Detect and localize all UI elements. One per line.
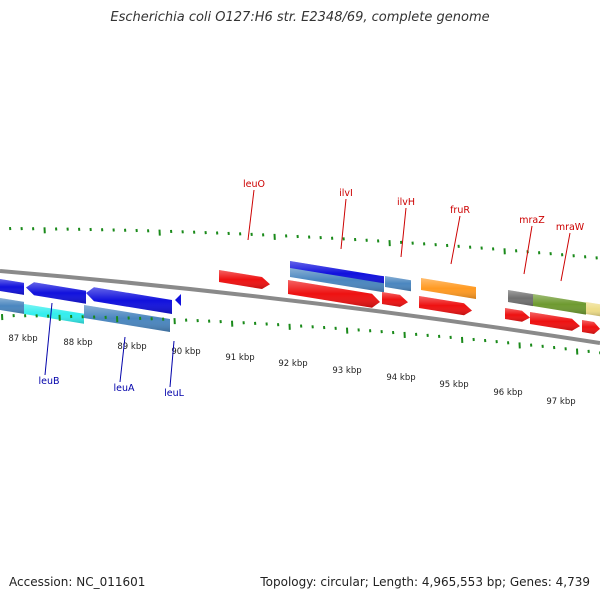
tick-label: 89 kbp	[117, 342, 146, 352]
gene-bar-reverse	[175, 294, 181, 306]
gene-bar-other-shade	[421, 278, 476, 299]
gene-label: mraZ	[519, 215, 545, 226]
tick-label: 88 kbp	[63, 338, 92, 348]
gene-label-line	[450, 215, 461, 265]
tick-label: 97 kbp	[546, 397, 575, 407]
gene-label-line	[560, 232, 571, 282]
genome-summary: Topology: circular; Length: 4,965,553 bp…	[260, 575, 590, 589]
tick-label: 87 kbp	[8, 334, 37, 344]
feature-bar-shade	[290, 268, 384, 293]
tick-label: 92 kbp	[278, 359, 307, 369]
gene-label-line	[247, 189, 255, 241]
gene-label: leuB	[38, 376, 59, 387]
gene-label: leuA	[113, 383, 135, 394]
gene-bar-other-shade	[533, 294, 586, 315]
gene-label: leuL	[164, 388, 185, 399]
tick-label: 94 kbp	[386, 373, 415, 383]
gene-bar-other-shade	[586, 302, 600, 317]
gene-label-line	[169, 340, 175, 388]
genome-title: Escherichia coli O127:H6 str. E2348/69, …	[110, 10, 490, 25]
feature-bar-shade	[0, 298, 24, 314]
feature-bar-shade	[385, 276, 411, 292]
tick-label: 96 kbp	[493, 388, 522, 398]
gene-label: mraW	[556, 222, 585, 233]
gene-bar-reverse-shade	[86, 287, 172, 314]
gene-bar-reverse-shade	[26, 282, 86, 304]
gene-bar-forward-shade	[582, 320, 600, 334]
gene-bar-forward-shade	[382, 292, 408, 307]
gene-bar-reverse-shade	[0, 279, 24, 295]
tick-label: 95 kbp	[439, 380, 468, 390]
gene-label-line	[119, 336, 126, 383]
gene-label: ilvH	[397, 197, 415, 208]
gene-label: fruR	[450, 205, 470, 216]
gene-label: leuO	[243, 179, 265, 190]
gene-label-line	[44, 302, 53, 376]
gene-bar-other-shade	[508, 290, 533, 307]
gene-bar-forward-shade	[530, 312, 580, 331]
gene-label-line	[400, 207, 407, 258]
tick-label: 90 kbp	[171, 347, 200, 357]
accession-label: Accession: NC_011601	[9, 575, 146, 589]
tick-label: 91 kbp	[225, 353, 254, 363]
gene-bar-forward-shade	[419, 296, 472, 316]
gene-label-line	[523, 225, 533, 275]
tick-label: 93 kbp	[332, 366, 361, 376]
gene-bar-forward-shade	[288, 280, 380, 308]
gene-label: ilvI	[339, 188, 353, 199]
gene-bar-forward-shade	[219, 270, 270, 289]
feature-bar-shade	[84, 305, 170, 332]
gene-bar-forward-shade	[505, 308, 530, 322]
genome-backbone	[0, 269, 600, 345]
feature-bar-highlight-shade	[24, 304, 84, 324]
gene-label-line	[340, 198, 347, 250]
